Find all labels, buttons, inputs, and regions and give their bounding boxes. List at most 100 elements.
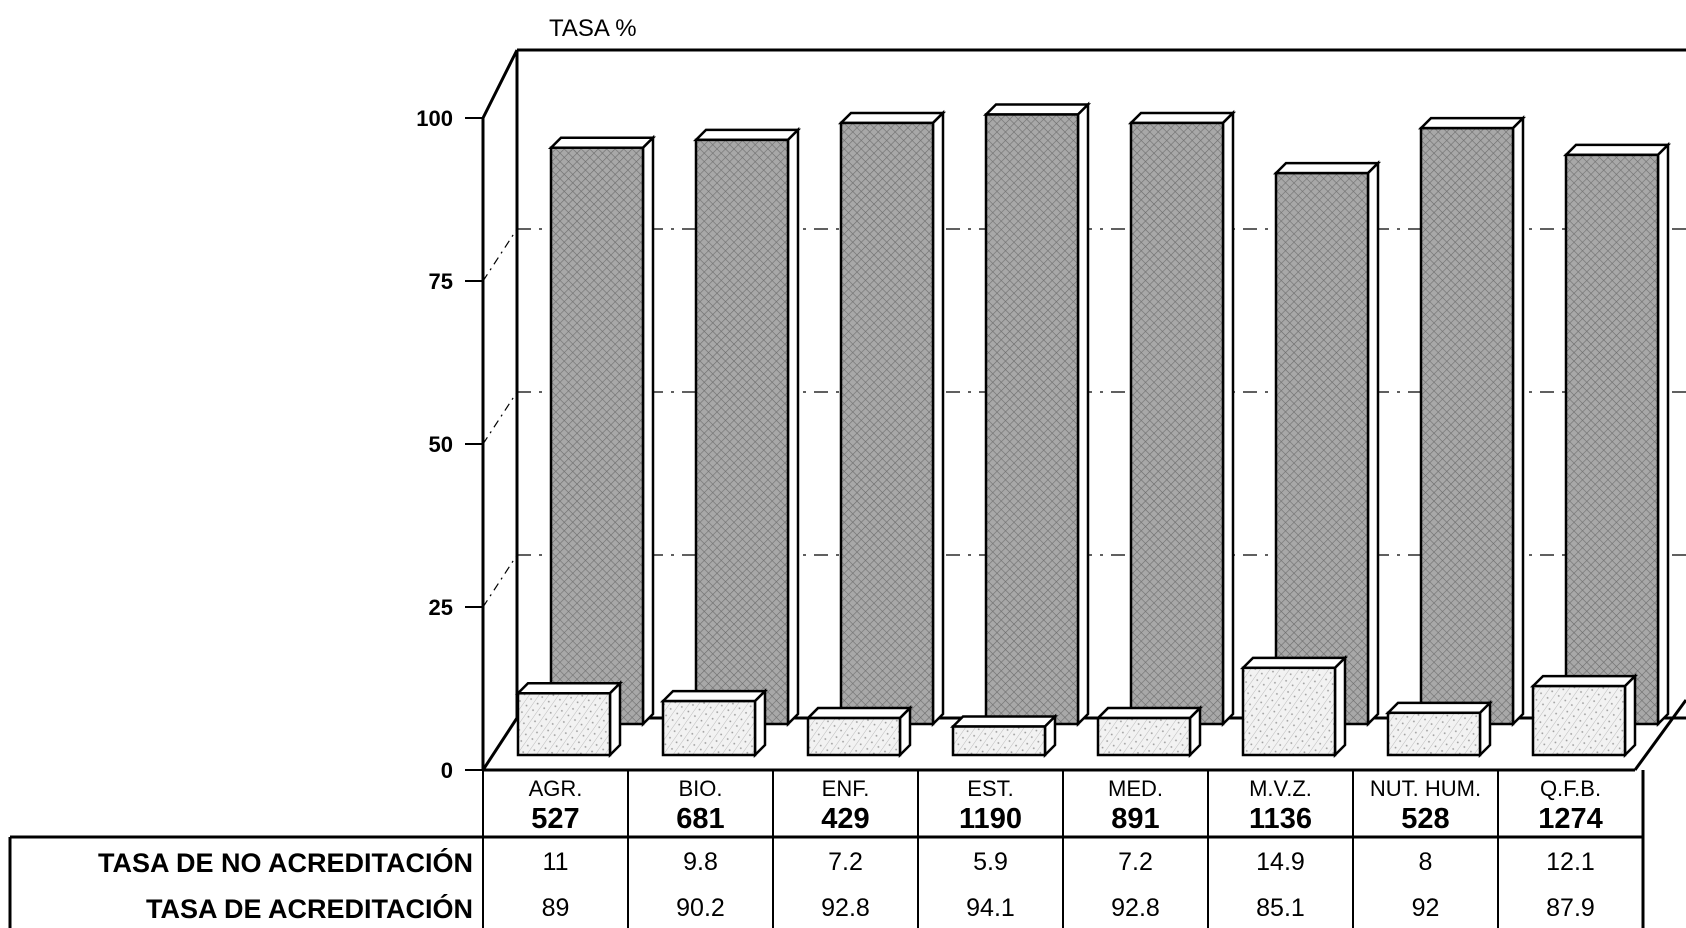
- back-bar: [837, 109, 947, 728]
- gridline-side: [482, 228, 518, 282]
- category-count: 429: [821, 803, 869, 835]
- no-accreditation-value: 7.2: [828, 848, 863, 876]
- category-count: 527: [531, 803, 579, 835]
- bar-front-face: [1386, 711, 1482, 757]
- accreditation-value: 89: [542, 894, 570, 922]
- bar-side-face: [786, 126, 800, 728]
- bar-front-face: [1096, 716, 1192, 757]
- no-accreditation-value: 9.8: [683, 848, 718, 876]
- bar-front-face: [549, 146, 645, 726]
- bar-front-face: [839, 121, 935, 726]
- bar-side-face: [1511, 115, 1525, 728]
- bar-top-face: [982, 103, 1092, 116]
- bar-side-face: [641, 134, 655, 728]
- row-label-accreditation: TASA DE ACREDITACIÓN: [146, 893, 473, 924]
- category-count: 681: [676, 803, 724, 835]
- category-count: 891: [1111, 803, 1159, 835]
- bar-top-face: [692, 128, 802, 142]
- category-count: 1274: [1538, 803, 1603, 835]
- bars: [514, 101, 1672, 759]
- bar-top-face: [1272, 161, 1382, 175]
- bar-top-face: [949, 715, 1059, 728]
- bar-side-face: [1478, 699, 1492, 759]
- front-bar: [1239, 654, 1349, 759]
- bar-side-face: [1076, 101, 1090, 728]
- bar-front-face: [1241, 666, 1337, 757]
- category-count: 1136: [1249, 803, 1312, 835]
- bar-side-face: [1221, 109, 1235, 728]
- side-wall-top-edge: [481, 49, 519, 119]
- no-accreditation-value: 12.1: [1546, 848, 1595, 876]
- back-bar: [547, 134, 657, 728]
- bar-side-face: [608, 680, 622, 759]
- bar-top-face: [837, 111, 947, 125]
- bar-side-face: [1366, 160, 1380, 728]
- bar-side-face: [1656, 141, 1670, 728]
- category-label: EST.: [967, 776, 1013, 801]
- category-label: BIO.: [678, 776, 722, 801]
- bar-top-face: [1094, 706, 1204, 720]
- bar-front-face: [1531, 684, 1627, 757]
- bar-front-face: [1129, 121, 1225, 726]
- front-bar: [659, 688, 769, 759]
- bar-side-face: [1333, 654, 1347, 759]
- front-bar: [1384, 699, 1494, 759]
- accreditation-value: 92.8: [821, 894, 870, 922]
- bar-top-face: [514, 682, 624, 695]
- bar-front-face: [661, 699, 757, 757]
- no-accreditation-value: 14.9: [1256, 848, 1305, 876]
- front-bar: [514, 680, 624, 759]
- back-bar: [1127, 109, 1237, 728]
- front-bar: [949, 713, 1059, 759]
- accreditation-value: 94.1: [966, 894, 1015, 922]
- accreditation-value: 92: [1412, 894, 1440, 922]
- bar-top-face: [547, 136, 657, 149]
- y-tick-label: 75: [429, 269, 453, 294]
- bar-front-face: [1419, 126, 1515, 726]
- accreditation-value: 92.8: [1111, 894, 1160, 922]
- bar-side-face: [898, 705, 912, 759]
- bar-top-face: [659, 689, 769, 703]
- gridline-side: [482, 391, 518, 445]
- back-bar: [1417, 115, 1527, 728]
- bar-side-face: [1623, 673, 1637, 759]
- gridline-side: [482, 554, 518, 608]
- category-label: Q.F.B.: [1540, 776, 1601, 801]
- y-axis-ticks: 0 25 50 75 100: [416, 106, 483, 783]
- category-label: MED.: [1108, 776, 1163, 801]
- y-tick-label: 100: [416, 106, 453, 131]
- category-label: ENF.: [822, 776, 870, 801]
- category-label: NUT. HUM.: [1370, 776, 1481, 801]
- bar-side-face: [931, 109, 945, 728]
- bar-top-face: [1127, 111, 1237, 125]
- category-count: 1190: [959, 803, 1022, 835]
- row-label-no-accreditation: TASA DE NO ACREDITACIÓN: [98, 847, 473, 878]
- back-bar: [1272, 160, 1382, 728]
- no-accreditation-value: 8: [1419, 848, 1433, 876]
- data-table: AGR.527 11 89 BIO.681 9.8 90.2 ENF.429 7.2 92.8 E…: [8, 770, 1645, 928]
- no-accreditation-value: 7.2: [1118, 848, 1153, 876]
- bar-front-face: [951, 725, 1047, 757]
- y-axis-label: TASA %: [549, 15, 637, 42]
- gridlines: [482, 228, 1686, 608]
- no-accreditation-value: 5.9: [973, 848, 1008, 876]
- floor-right-edge: [1633, 699, 1686, 771]
- bar-side-face: [1188, 705, 1202, 759]
- category-label: M.V.Z.: [1249, 776, 1312, 801]
- bar-top-face: [1417, 116, 1527, 130]
- bar-top-face: [804, 706, 914, 720]
- category-label: AGR.: [529, 776, 583, 801]
- accreditation-value: 90.2: [676, 894, 725, 922]
- bar-front-face: [1564, 153, 1660, 726]
- no-accreditation-value: 11: [543, 848, 569, 876]
- front-bar: [804, 705, 914, 759]
- back-bar: [1562, 141, 1672, 728]
- floor-left-edge: [481, 717, 519, 771]
- accreditation-value: 87.9: [1546, 894, 1595, 922]
- bar-top-face: [1384, 701, 1494, 715]
- accreditation-value: 85.1: [1256, 894, 1305, 922]
- back-bar: [692, 126, 802, 728]
- y-tick-label: 25: [429, 595, 453, 620]
- bar-top-face: [1239, 656, 1349, 670]
